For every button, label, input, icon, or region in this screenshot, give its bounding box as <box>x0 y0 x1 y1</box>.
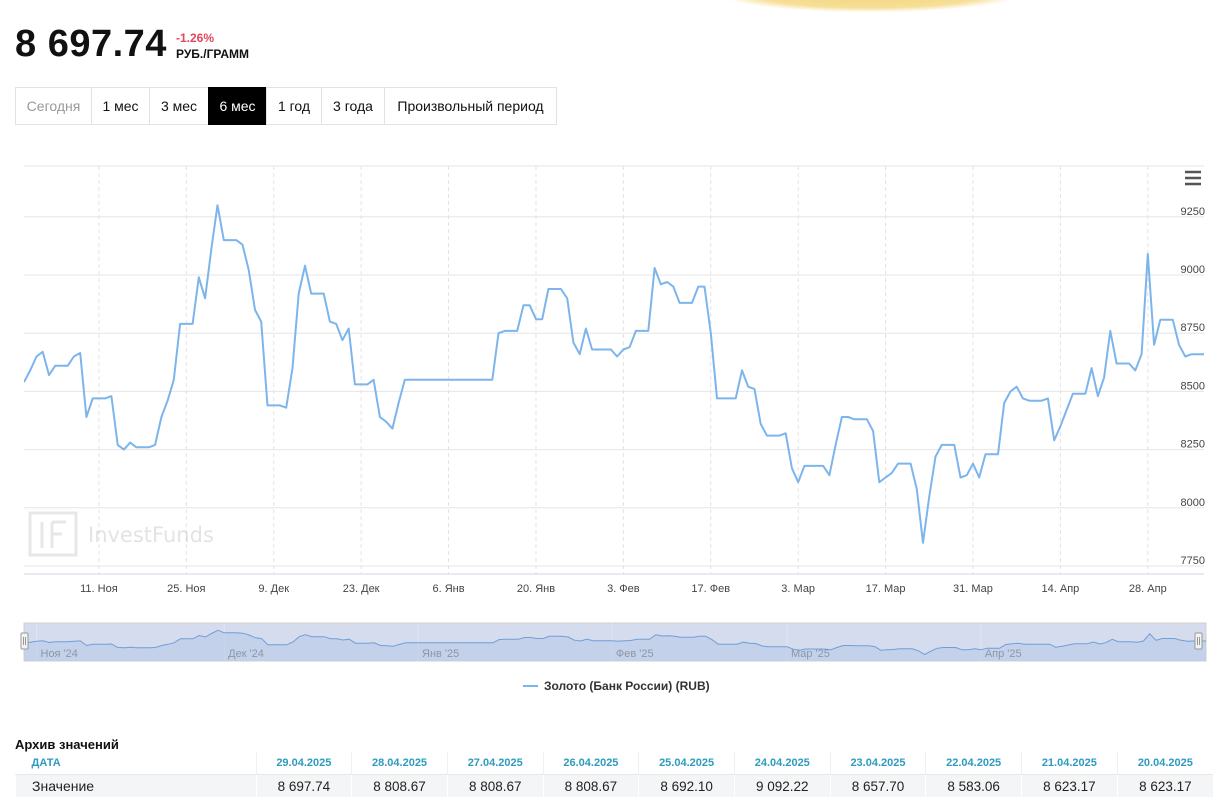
period-selector: Сегодня 1 мес 3 мес 6 мес 1 год 3 года П… <box>15 87 557 125</box>
y-tick-label: 9000 <box>1181 264 1205 276</box>
archive-date-cell: 28.04.2025 <box>351 752 448 775</box>
archive-value-cell: 8 697.74 <box>255 774 352 797</box>
period-3m-button[interactable]: 3 мес <box>149 87 209 125</box>
archive-date-cell: 23.04.2025 <box>829 752 926 775</box>
x-tick-label: 11. Ноя <box>80 583 118 595</box>
archive-value-label: Значение <box>15 774 256 797</box>
chart-axes: 7750 8000 8250 8500 8750 9000 9250 11. Ноя 25. Н… <box>24 206 1205 595</box>
period-3y-button[interactable]: 3 года <box>321 87 385 125</box>
top-decoration <box>720 0 1020 12</box>
y-tick-label: 9250 <box>1181 206 1205 218</box>
archive-value-cell: 8 808.67 <box>351 774 448 797</box>
x-tick-label: 3. Фев <box>607 583 640 595</box>
archive-header-row: ДАТА 29.04.2025 28.04.2025 27.04.2025 26… <box>15 752 1213 775</box>
archive-date-cell: 22.04.2025 <box>925 752 1022 775</box>
x-tick-label: 31. Мар <box>953 583 993 595</box>
chart-grid <box>24 165 1204 574</box>
x-tick-label: 20. Янв <box>517 583 555 595</box>
archive-value-cell: 8 657.70 <box>829 774 926 797</box>
x-tick-label: 17. Фев <box>691 583 730 595</box>
watermark-text: InvestFunds <box>88 523 214 547</box>
archive-date-cell: 29.04.2025 <box>255 752 352 775</box>
archive-table: ДАТА 29.04.2025 28.04.2025 27.04.2025 26… <box>15 752 1213 797</box>
x-tick-label: 6. Янв <box>433 583 465 595</box>
period-custom-button[interactable]: Произвольный период <box>384 87 557 125</box>
period-1y-button[interactable]: 1 год <box>266 87 322 125</box>
archive-date-cell: 26.04.2025 <box>542 752 639 775</box>
chart-legend[interactable]: Золото (Банк России) (RUB) <box>523 679 710 693</box>
watermark-logo-icon <box>28 511 78 557</box>
navigator-handle-grip-icon <box>1197 637 1200 645</box>
x-tick-label: 25. Ноя <box>167 583 205 595</box>
current-price: 8 697.74 <box>15 23 167 65</box>
archive-date-cell: 20.04.2025 <box>1116 752 1213 775</box>
y-tick-label: 8250 <box>1181 439 1205 451</box>
archive-date-cell: 24.04.2025 <box>733 752 831 775</box>
archive-date-cell: 21.04.2025 <box>1021 752 1118 775</box>
navigator-series-group <box>24 629 1206 661</box>
chart-menu-button[interactable] <box>1180 166 1206 190</box>
navigator-series-line <box>24 629 1206 656</box>
x-tick-label: 28. Апр <box>1129 583 1167 595</box>
period-today-button[interactable]: Сегодня <box>15 87 92 125</box>
range-navigator[interactable]: Ноя '24Дек '24Янв '25Фев '25Мар '25Апр '… <box>20 622 1207 662</box>
hamburger-icon <box>1185 170 1201 186</box>
navigator-handle-grip-icon <box>23 637 26 645</box>
period-6m-button[interactable]: 6 мес <box>208 87 267 125</box>
navigator-handle-left[interactable] <box>20 632 29 650</box>
price-change: -1.26% <box>176 31 215 45</box>
x-tick-label: 17. Мар <box>866 583 906 595</box>
archive-value-cell: 9 092.22 <box>733 774 831 797</box>
y-tick-label: 8000 <box>1181 497 1205 509</box>
x-tick-label: 23. Дек <box>343 583 380 595</box>
archive-value-cell: 8 623.17 <box>1021 774 1118 797</box>
archive-title: Архив значений <box>15 737 119 752</box>
archive-value-row: Значение 8 697.74 8 808.67 8 808.67 8 80… <box>15 774 1213 797</box>
archive-value-cell: 8 583.06 <box>925 774 1022 797</box>
archive-value-cell: 8 692.10 <box>638 774 735 797</box>
series-layer <box>24 204 1204 544</box>
archive-value-cell: 8 623.17 <box>1116 774 1213 797</box>
investfunds-watermark: InvestFunds <box>28 511 214 557</box>
x-tick-label: 9. Дек <box>258 583 289 595</box>
period-1m-button[interactable]: 1 мес <box>91 87 150 125</box>
archive-date-header: ДАТА <box>15 752 256 775</box>
x-tick-label: 14. Апр <box>1042 583 1080 595</box>
archive-value-cell: 8 808.67 <box>542 774 639 797</box>
y-tick-label: 7750 <box>1181 555 1205 567</box>
archive-date-cell: 27.04.2025 <box>446 752 544 775</box>
y-tick-label: 8500 <box>1181 380 1205 392</box>
navigator-series-area <box>24 630 1206 661</box>
watermark-logo-glyph <box>40 520 66 548</box>
x-tick-label: 3. Мар <box>781 583 815 595</box>
series-line-gold <box>24 204 1204 544</box>
price-unit: РУБ./ГРАММ <box>176 47 250 61</box>
y-tick-label: 8750 <box>1181 322 1205 334</box>
navigator-handle-right[interactable] <box>1194 632 1203 650</box>
price-chart: InvestFunds 7750 8000 8250 8500 8750 9000 9250… <box>20 165 1207 693</box>
archive-date-cell: 25.04.2025 <box>638 752 735 775</box>
legend-item-label: Золото (Банк России) (RUB) <box>544 679 710 693</box>
archive-value-cell: 8 808.67 <box>446 774 544 797</box>
